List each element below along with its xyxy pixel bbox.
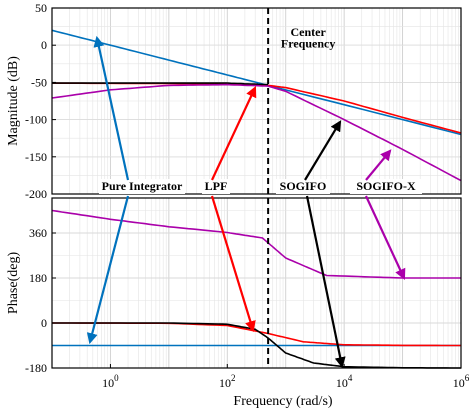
y-tick-label: 360 — [29, 226, 47, 240]
phase-grid — [51, 198, 461, 369]
lpf-label-bg — [202, 179, 230, 194]
y-tick-label: 50 — [35, 1, 47, 15]
frequency-axis-label: Frequency (rad/s) — [233, 394, 332, 409]
arrow-lpf-phase — [210, 195, 256, 333]
center-label-line1: Center — [290, 25, 326, 39]
magnitude-panel: 50 0 -50 -100 -150 -200 Magnitude (dB) — [6, 1, 462, 201]
center-label-line2: Frequency — [281, 37, 335, 51]
y-tick-label: 0 — [41, 316, 47, 330]
annotation-arrows — [86, 35, 406, 369]
arrow-lpf-magnitude — [211, 86, 257, 181]
sogifo-magnitude-curve — [52, 82, 269, 86]
y-tick-label: -150 — [25, 150, 47, 164]
pure-integrator-label: Pure Integrator — [102, 179, 183, 193]
arrow-sogifo-magnitude — [304, 120, 342, 181]
sogifo-phase-curve — [52, 322, 461, 369]
y-tick-label: -180 — [25, 361, 47, 375]
y-tick-label: -100 — [25, 113, 47, 127]
pure-integrator-label-bg — [99, 179, 185, 194]
y-tick-label: -200 — [25, 187, 47, 201]
lpf-label: LPF — [205, 179, 228, 193]
magnitude-frame — [51, 7, 462, 195]
magnitude-grid — [51, 7, 461, 195]
y-tick-label: 0 — [41, 38, 47, 52]
y-tick-label: 180 — [29, 271, 47, 285]
phase-panel: 360 180 0 -180 100 102 104 106 Phase(deg) Freq… — [6, 197, 470, 409]
sogifo-x-label-bg — [350, 179, 422, 194]
arrow-pure-integrator-magnitude — [93, 35, 130, 181]
x-tick-label: 100 — [102, 373, 119, 390]
magnitude-axis-label: Magnitude (dB) — [6, 56, 21, 146]
y-tick-label: -50 — [31, 75, 47, 89]
x-tick-label: 106 — [453, 373, 470, 390]
x-tick-label: 102 — [219, 373, 236, 390]
sogifo-x-phase-curve — [51, 209, 461, 279]
phase-curves — [51, 209, 461, 369]
magnitude-y-ticks: 50 0 -50 -100 -150 -200 — [25, 1, 56, 201]
arrow-pure-integrator-phase — [86, 195, 130, 345]
magnitude-curves — [51, 29, 462, 182]
sogifo-x-magnitude-curve — [51, 83, 462, 182]
phase-frame — [51, 197, 462, 369]
frequency-x-ticks: 100 102 104 106 — [102, 364, 470, 390]
sogifo-x-label: SOGIFO-X — [356, 179, 416, 193]
arrow-sogifo-phase — [305, 195, 346, 369]
phase-axis-label: Phase(deg) — [6, 252, 21, 315]
arrow-sogifo-x-phase — [365, 195, 406, 280]
sogifo-label: SOGIFO — [280, 179, 327, 193]
arrow-sogifo-x-magnitude — [365, 149, 392, 181]
phase-y-ticks: 360 180 0 -180 — [25, 226, 56, 375]
x-tick-label: 104 — [336, 373, 353, 390]
sogifo-label-bg — [276, 179, 330, 194]
